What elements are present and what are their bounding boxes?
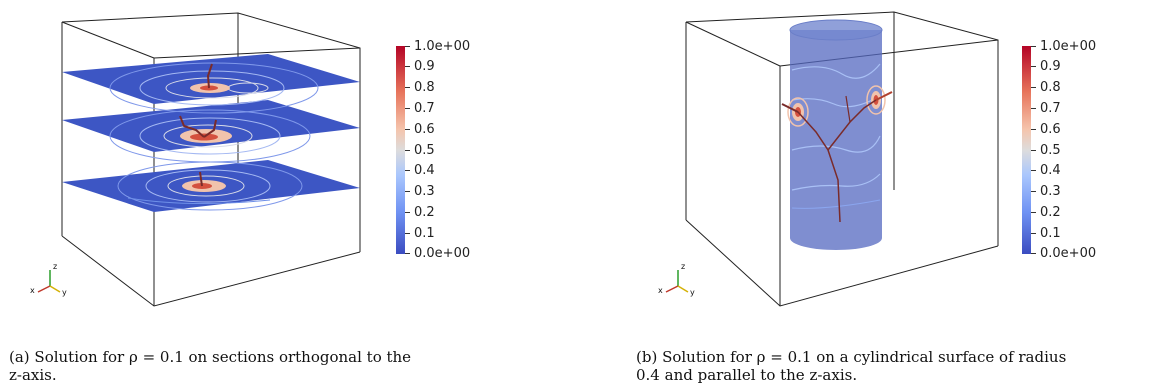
section-bottom (62, 160, 360, 212)
colorbar-label: 0.8 (1040, 80, 1061, 95)
bounding-box (685, 11, 999, 307)
axis-label-y: y (690, 288, 695, 297)
cylinder-surface (781, 19, 893, 250)
colorbar-label: 0.8 (414, 80, 435, 95)
orientation-axes (37, 270, 61, 293)
colorbar-label: 0.5 (414, 143, 435, 158)
axis-label-z: z (681, 262, 686, 271)
colorbar-label-min: 0.0e+00 (1040, 246, 1097, 261)
colorbar-label: 0.1 (414, 226, 435, 241)
bounding-box (61, 12, 361, 307)
sections-3d-view (37, 12, 361, 307)
section-top (62, 54, 360, 114)
colorbar-label: 0.6 (1040, 122, 1061, 137)
colorbar: 1.0e+00 0.9 0.8 0.7 0.6 0.5 0.4 0.3 0.2 … (396, 40, 506, 261)
colorbar-label: 0.7 (414, 101, 435, 116)
caption-line: (b) Solution for ρ = 0.1 on a cylindrica… (636, 348, 1067, 366)
colorbar-label: 0.3 (1040, 184, 1061, 199)
caption-b: (b) Solution for ρ = 0.1 on a cylindrica… (636, 348, 1066, 384)
axis-label-x: x (30, 286, 35, 295)
colorbar-label-max: 1.0e+00 (1040, 39, 1097, 54)
colorbar-label: 0.4 (1040, 163, 1061, 178)
section-middle (62, 100, 360, 163)
axis-label-x: x (658, 286, 663, 295)
colorbar-label: 0.9 (414, 59, 435, 74)
colorbar-label: 0.1 (1040, 226, 1061, 241)
figure-panel-a: z x y 1.0e+00 0.9 0.8 0.7 0.6 0.5 0.4 0.… (0, 0, 560, 391)
colorbar-label: 0.2 (1040, 205, 1061, 220)
caption-line: (a) Solution for ρ = 0.1 on sections ort… (9, 348, 412, 366)
colorbar-label-min: 0.0e+00 (414, 246, 471, 261)
axis-label-y: y (62, 288, 67, 297)
colorbar-label: 0.3 (414, 184, 435, 199)
colorbar-label: 0.2 (414, 205, 435, 220)
colorbar-label: 0.6 (414, 122, 435, 137)
colorbar-label-max: 1.0e+00 (414, 39, 471, 54)
colorbar: 1.0e+00 0.9 0.8 0.7 0.6 0.5 0.4 0.3 0.2 … (1022, 40, 1132, 261)
colorbar-gradient (396, 46, 405, 254)
caption-line: 0.4 and parallel to the z-axis. (636, 366, 858, 384)
colorbar-label: 0.7 (1040, 101, 1061, 116)
caption-a: (a) Solution for ρ = 0.1 on sections ort… (9, 348, 411, 384)
cylinder-3d-view (665, 11, 999, 307)
axis-label-z: z (53, 262, 58, 271)
colorbar-label: 0.4 (414, 163, 435, 178)
colorbar-label: 0.9 (1040, 59, 1061, 74)
caption-line: z-axis. (9, 366, 57, 384)
orientation-axes (665, 270, 689, 293)
colorbar-gradient (1022, 46, 1031, 254)
figure-panel-b: z x y 1.0e+00 0.9 0.8 0.7 0.6 0.5 0.4 0.… (602, 0, 1162, 391)
colorbar-label: 0.5 (1040, 143, 1061, 158)
